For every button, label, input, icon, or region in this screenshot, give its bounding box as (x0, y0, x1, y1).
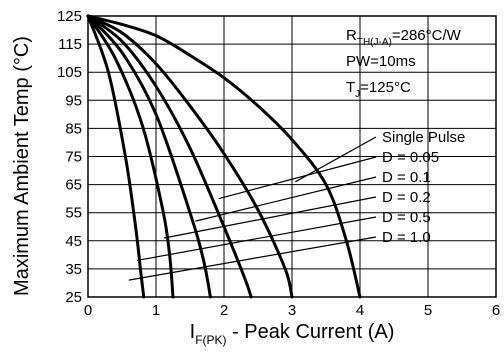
x-tick-labels: 0 1 2 3 4 5 6 (84, 302, 500, 319)
series-curve-3 (86, 14, 253, 299)
x-tick-label: 4 (356, 302, 364, 319)
x-axis-title-rest: - Peak Current (A) (227, 321, 395, 343)
legend-label-1: Single Pulse (382, 129, 465, 146)
annotation-line-1: RTH(J-A)=286°C/W (346, 27, 462, 48)
plot-frame (87, 15, 497, 298)
x-tick-label: 3 (288, 302, 296, 319)
x-tick-label: 2 (220, 302, 228, 319)
series-curve-1 (86, 14, 362, 299)
legend-label-3: D = 0.1 (382, 169, 431, 186)
x-tick-label: 5 (424, 302, 432, 319)
legend: Single Pulse D = 0.05 D = 0.1 D = 0.2 D = 0.… (382, 129, 465, 246)
y-tick-labels: 25 35 45 55 65 75 85 95 105 115 125 (57, 8, 82, 306)
legend-label-6: D = 1.0 (382, 229, 431, 246)
legend-leader-6 (128, 236, 377, 281)
x-tick-label: 6 (492, 302, 500, 319)
series-curve-5 (86, 14, 175, 299)
y-tick-label: 75 (65, 149, 82, 166)
y-tick-label: 85 (65, 120, 82, 137)
x-axis-title-sub: F(PK) (195, 333, 226, 347)
legend-leader-2 (218, 156, 377, 200)
annotation-line-3: TJ=125°C (346, 79, 411, 100)
y-tick-label: 95 (65, 92, 82, 109)
annotation-line-2: PW=10ms (346, 53, 416, 70)
y-tick-label: 65 (65, 177, 82, 194)
y-tick-label: 115 (58, 36, 82, 53)
y-tick-label: 55 (65, 205, 82, 222)
series-curve-4 (86, 14, 212, 299)
legend-label-5: D = 0.5 (382, 209, 431, 226)
legend-label-4: D = 0.2 (382, 189, 431, 206)
conditions-annotation: RTH(J-A)=286°C/W PW=10ms TJ=125°C (346, 27, 462, 100)
legend-leader-5 (136, 216, 377, 262)
curves (86, 14, 362, 299)
y-tick-label: 25 (65, 289, 82, 306)
legend-label-2: D = 0.05 (382, 149, 439, 166)
y-tick-label: 125 (57, 8, 82, 25)
y-tick-label: 105 (57, 64, 82, 81)
y-axis-title: Maximum Ambient Temp (°C) (11, 36, 33, 296)
legend-leader-3 (195, 176, 377, 222)
series-curve-2 (86, 14, 294, 299)
x-axis-title: IF(PK) - Peak Current (A) (190, 321, 395, 347)
y-tick-label: 35 (65, 261, 82, 278)
y-tick-label: 45 (65, 233, 82, 250)
grid (88, 16, 496, 297)
x-axis-title-main: I (190, 321, 196, 343)
x-tick-label: 0 (84, 302, 92, 319)
legend-leader-4 (164, 196, 377, 239)
legend-leaders (128, 136, 377, 281)
series-curve-6 (86, 14, 146, 299)
x-tick-label: 1 (152, 302, 160, 319)
